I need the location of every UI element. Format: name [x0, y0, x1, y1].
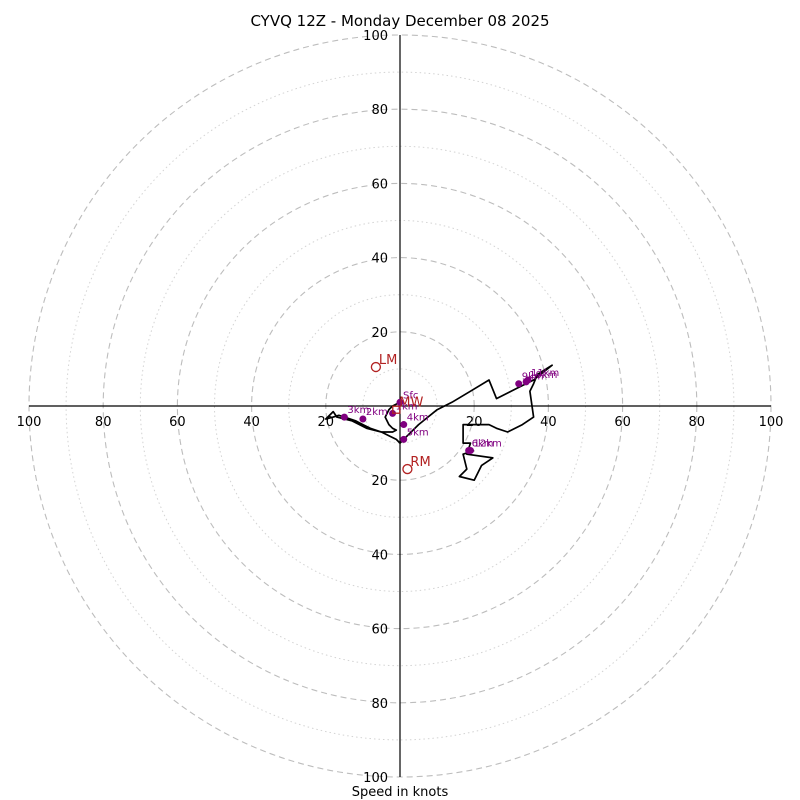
height-marker-9km	[515, 380, 523, 388]
storm-motion-marker-mw	[392, 405, 401, 414]
hodograph-trace-line	[324, 364, 553, 482]
height-marker-5km	[400, 435, 408, 443]
tick-label-up-80: 80	[371, 103, 388, 118]
tick-label-down-100: 100	[363, 771, 388, 786]
tick-label-right-40: 40	[540, 415, 557, 430]
height-marker-sfc	[396, 398, 404, 406]
height-marker-label-12km: 12km	[473, 439, 501, 450]
height-marker-12km	[466, 447, 474, 455]
height-marker-label-11km: 11km	[531, 368, 559, 379]
axis-tick-labels: 2020202040404040606060608080808010010010…	[17, 29, 784, 786]
tick-label-left-60: 60	[169, 415, 186, 430]
height-marker-label-1km: 1km	[396, 401, 418, 412]
hodograph-trace-layer	[324, 364, 553, 482]
storm-motion-label-lm: LM	[379, 353, 397, 368]
height-marker-2km	[359, 415, 367, 423]
tick-label-left-100: 100	[17, 415, 42, 430]
tick-label-up-40: 40	[371, 252, 388, 267]
storm-motion-marker-lm	[370, 361, 382, 373]
x-axis-label: Speed in knots	[352, 785, 449, 800]
height-marker-label-2km: 2km	[366, 407, 388, 418]
tick-label-up-60: 60	[371, 177, 388, 192]
height-marker-label-3km: 3km	[347, 405, 369, 416]
tick-label-up-20: 20	[371, 326, 388, 341]
storm-motion-label-rm: RM	[410, 455, 430, 470]
tick-label-down-80: 80	[371, 697, 388, 712]
height-marker-label-sfc: Sfc	[403, 390, 418, 401]
storm-motion-marker-rm	[402, 463, 413, 475]
tick-label-down-40: 40	[371, 548, 388, 563]
height-marker-label-10km: 10km	[529, 370, 557, 381]
height-marker-3km	[340, 413, 348, 421]
height-marker-label-4km: 4km	[407, 413, 429, 424]
tick-label-down-60: 60	[371, 623, 388, 638]
tick-label-right-80: 80	[689, 415, 706, 430]
tick-label-left-80: 80	[95, 415, 112, 430]
storm-motion-label-mw: MW	[399, 396, 423, 411]
height-marker-label-9km: 9km	[522, 372, 544, 383]
tick-label-right-20: 20	[466, 415, 483, 430]
tick-label-right-60: 60	[614, 415, 631, 430]
chart-title: CYVQ 12Z - Monday December 08 2025	[250, 12, 549, 30]
height-marker-4km	[400, 421, 408, 429]
height-marker-label-6km: 6km	[472, 439, 494, 450]
tick-label-up-100: 100	[363, 29, 388, 44]
height-marker-11km	[524, 376, 532, 384]
storm-motion-layer: LM RM MW	[370, 353, 431, 475]
tick-label-down-20: 20	[371, 474, 388, 489]
tick-label-right-100: 100	[759, 415, 784, 430]
height-marker-label-5km: 5km	[407, 427, 429, 438]
tick-label-left-40: 40	[243, 415, 260, 430]
